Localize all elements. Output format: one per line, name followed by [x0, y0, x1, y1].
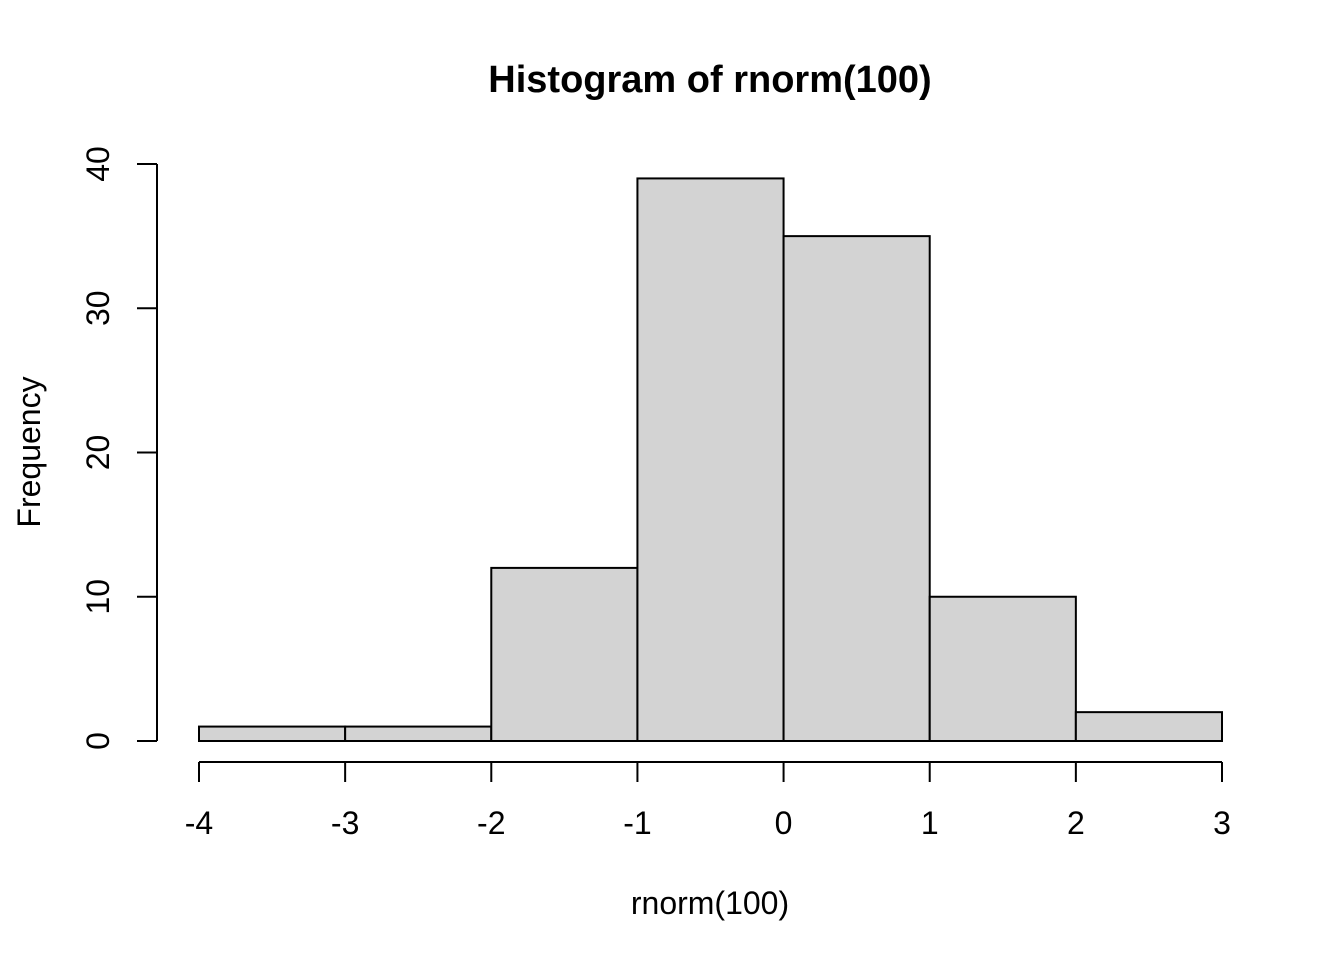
- x-axis-tick-label: 3: [1213, 805, 1231, 841]
- y-axis-title: Frequency: [11, 376, 47, 527]
- y-axis-tick-label: 10: [80, 579, 116, 615]
- y-axis-tick-label: 20: [80, 435, 116, 471]
- x-axis-tick-label: -4: [185, 805, 213, 841]
- y-axis-tick-label: 30: [80, 290, 116, 326]
- x-axis-tick-label: -3: [331, 805, 359, 841]
- histogram-bar: [636, 177, 785, 743]
- histogram-bar: [198, 725, 347, 743]
- x-axis-tick-label: 1: [921, 805, 939, 841]
- y-axis-tick-label: 0: [80, 732, 116, 750]
- x-axis-tick-label: -1: [623, 805, 651, 841]
- histogram-bar: [782, 235, 931, 742]
- histogram-bar: [490, 566, 639, 743]
- axes-group: 0 10 20 30 40 -4 -3 -2 -1 0 1 2 3: [80, 146, 1231, 841]
- x-axis-tick-label: 0: [775, 805, 793, 841]
- histogram-bar: [344, 725, 493, 743]
- x-axis-tick-label: -2: [477, 805, 505, 841]
- chart-title: Histogram of rnorm(100): [488, 59, 931, 101]
- x-axis-tick-label: 2: [1067, 805, 1085, 841]
- bars-group: [198, 177, 1224, 743]
- histogram-bar: [1074, 711, 1224, 743]
- y-axis-tick-label: 40: [80, 146, 116, 182]
- histogram-bar: [928, 595, 1077, 742]
- x-axis-title: rnorm(100): [631, 885, 789, 921]
